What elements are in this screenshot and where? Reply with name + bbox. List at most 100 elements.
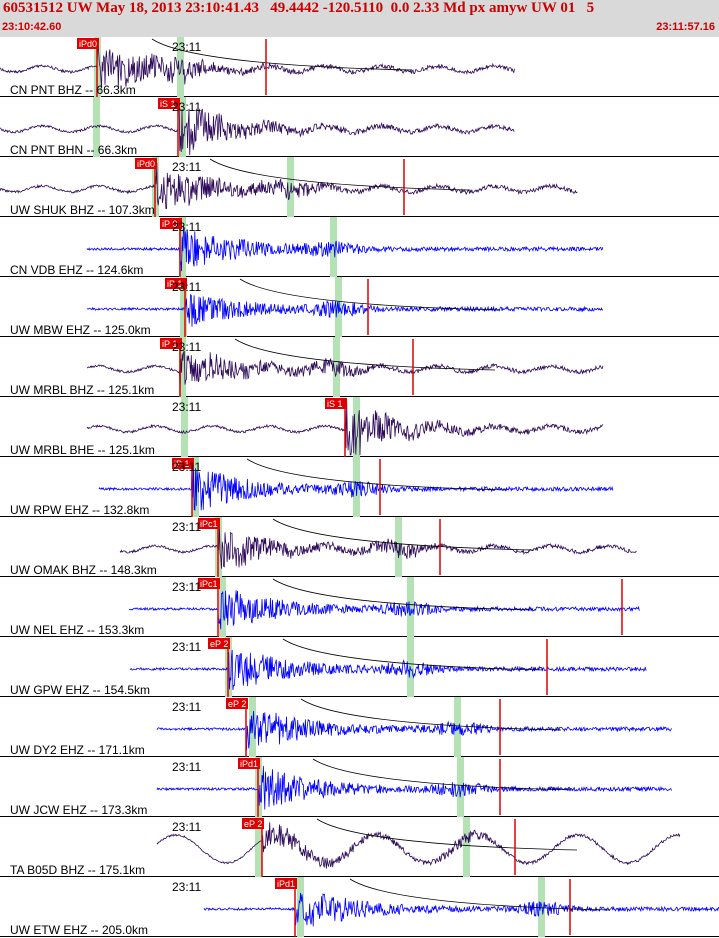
minute-label: 23:11 — [172, 280, 201, 294]
pick-label: iPd0 — [79, 39, 97, 49]
trace-panel: eP 2 23:11 UW GPW EHZ -- 154.5km — [0, 637, 719, 697]
waveform — [0, 162, 578, 209]
station-label: UW MRBL BHZ -- 125.1km — [10, 383, 154, 397]
pick-label-box — [275, 878, 297, 889]
coda-curve — [246, 458, 508, 491]
minute-label: 23:11 — [172, 340, 201, 354]
station-label: UW DY2 EHZ -- 171.1km — [10, 743, 145, 757]
phase-window — [255, 817, 262, 877]
minute-label: 23:11 — [172, 640, 201, 654]
phase-window — [181, 397, 188, 457]
waveform — [0, 104, 515, 156]
trace-panel: iPd1 23:11 UW JCW EHZ -- 173.3km — [0, 757, 719, 817]
waveform — [156, 822, 681, 869]
phase-window — [219, 577, 226, 637]
minute-label: 23:11 — [172, 880, 201, 894]
station-label: UW MBW EHZ -- 125.0km — [10, 323, 151, 337]
seismogram-panel: iPd0 23:11 CN PNT BHZ -- 66.3km iS 1 23:11 CN… — [0, 37, 719, 937]
waveform — [86, 350, 604, 391]
coda-curve — [272, 578, 534, 611]
station-label: UW GPW EHZ -- 154.5km — [10, 683, 150, 697]
waveform — [86, 225, 604, 272]
coda-curve — [312, 758, 574, 791]
minute-label: 23:11 — [172, 760, 201, 774]
waveform — [156, 765, 672, 810]
phase-window — [353, 457, 360, 517]
coda-curve — [300, 698, 562, 731]
pick-label: iS 1 — [327, 399, 343, 409]
pick-label: iPd1 — [277, 879, 295, 889]
waveform — [203, 892, 719, 927]
pick-label-box — [198, 578, 220, 589]
waveform — [128, 590, 640, 630]
trace-panel: eP 2 23:11 UW DY2 EHZ -- 171.1km — [0, 697, 719, 757]
minute-label: 23:11 — [172, 820, 201, 834]
minute-label: 23:11 — [172, 580, 201, 594]
trace-panel: iS 123:11 CN PNT BHN -- 66.3km — [0, 97, 719, 157]
trace-panel: iP 123:11 UW MRBL BHZ -- 125.1km — [0, 337, 719, 397]
pick-label: iPc1 — [200, 579, 218, 589]
phase-window — [463, 817, 470, 877]
trace-panel: iPd0 23:11 UW SHUK BHZ -- 107.3km — [0, 157, 719, 217]
phase-window — [407, 577, 414, 637]
minute-label: 23:11 — [172, 100, 201, 114]
phase-window — [353, 397, 360, 457]
pick-label: iP 1 — [162, 339, 177, 349]
pick-label: iP 0 — [162, 219, 177, 229]
minute-label: 23:11 — [172, 460, 201, 474]
pick-label-box — [77, 38, 99, 49]
pick-label: eP 2 — [244, 819, 262, 829]
pick-label-box — [158, 98, 180, 109]
phase-window — [179, 337, 186, 397]
trace-panel: iP 123:11 UW MBW EHZ -- 125.0km — [0, 277, 719, 337]
pick-label-box — [172, 458, 194, 469]
station-label: CN PNT BHN -- 66.3km — [10, 143, 137, 157]
station-label: TA B05D BHZ -- 175.1km — [10, 863, 145, 877]
pick-label-box — [208, 638, 230, 649]
station-label: UW RPW EHZ -- 132.8km — [10, 503, 149, 517]
phase-window — [297, 877, 304, 937]
phase-window — [177, 37, 184, 97]
waveform — [119, 525, 637, 569]
station-label: CN PNT BHZ -- 66.3km — [10, 83, 136, 97]
trace-panel: iS 1 23:11 UW MRBL BHE -- 125.1km — [0, 397, 719, 457]
trace-panel: iP 023:11 CN VDB EHZ -- 124.6km — [0, 217, 719, 277]
station-label: UW MRBL BHE -- 125.1km — [10, 443, 155, 457]
pick-label-box — [198, 518, 220, 529]
pick-label: iPd1 — [240, 759, 258, 769]
trace-panel: iPd0 23:11 CN PNT BHZ -- 66.3km — [0, 37, 719, 97]
coda-curve — [209, 158, 471, 191]
waveform — [156, 710, 672, 751]
coda-curve — [234, 338, 496, 371]
minute-label: 23:11 — [172, 220, 201, 234]
phase-window — [330, 217, 337, 277]
minute-label: 23:11 — [172, 400, 201, 414]
pick-label: iPd0 — [137, 159, 155, 169]
event-title: 60531512 UW May 18, 2013 23:10:41.43 49.… — [3, 0, 595, 16]
coda-curve — [239, 278, 501, 311]
phase-window — [457, 757, 464, 817]
coda-curve — [316, 818, 578, 851]
station-label: CN VDB EHZ -- 124.6km — [10, 263, 143, 277]
station-label: UW SHUK BHZ -- 107.3km — [10, 203, 155, 217]
pick-label: eP 2 — [228, 699, 246, 709]
end-time: 23:11:57.16 — [656, 21, 715, 33]
waveform — [0, 41, 515, 89]
pick-label: iPc1 — [200, 519, 218, 529]
phase-window — [395, 517, 402, 577]
minute-label: 23:11 — [172, 520, 201, 534]
pick-label-box — [238, 758, 260, 769]
minute-label: 23:11 — [172, 40, 201, 54]
event-header: 60531512 UW May 18, 2013 23:10:41.43 49.… — [0, 0, 719, 37]
pick-label-box — [325, 398, 347, 409]
pick-label: iP 1 — [174, 459, 189, 469]
coda-curve — [272, 518, 534, 551]
waveform — [98, 465, 614, 511]
coda-curve — [151, 38, 413, 71]
minute-label: 23:11 — [172, 700, 201, 714]
coda-curve — [349, 878, 611, 911]
pick-label-box — [135, 158, 157, 169]
trace-panel: eP 2 23:11 TA B05D BHZ -- 175.1km — [0, 817, 719, 877]
